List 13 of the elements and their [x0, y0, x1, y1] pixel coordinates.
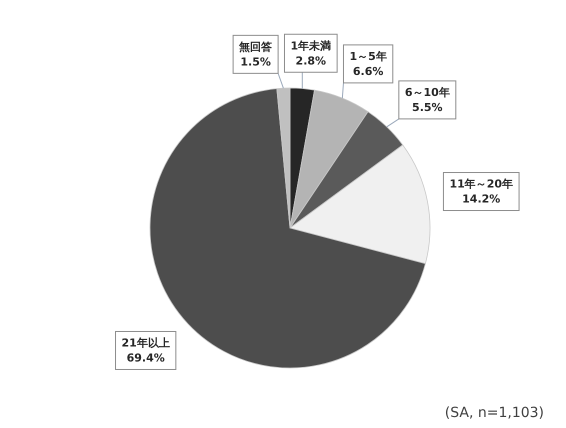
- data-label: 1.5%: [240, 55, 271, 68]
- data-label: 2.8%: [296, 54, 326, 68]
- slice-label: 21年以上: [122, 336, 170, 350]
- slice-label: 1～5年: [349, 50, 387, 63]
- slice-label: 無回答: [238, 40, 274, 54]
- text: (SA, n=1,103): [444, 405, 544, 421]
- slice-label: 6～10年: [404, 86, 450, 99]
- slice-label: 1年未満: [290, 39, 332, 52]
- data-label: 6.6%: [352, 64, 384, 78]
- data-label: 69.4%: [126, 351, 165, 364]
- slice-label: 11年～20年: [449, 178, 514, 191]
- data-label: 14.2%: [462, 192, 500, 206]
- data-label: 5.5%: [412, 100, 443, 114]
